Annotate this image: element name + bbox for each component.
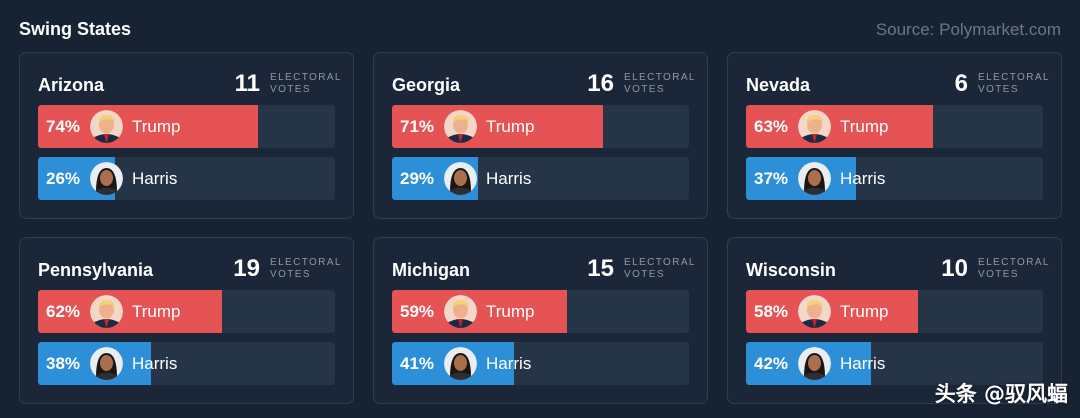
trump-percent: 58%	[754, 302, 789, 321]
swing-states-grid: Arizona 11 ELECTORAL VOTES 74% Trump 26% …	[19, 52, 1062, 404]
harris-avatar	[90, 162, 123, 195]
harris-avatar	[444, 162, 477, 195]
electoral-votes-label: ELECTORAL VOTES	[624, 72, 696, 95]
state-name: Nevada	[746, 75, 811, 95]
electoral-votes-count: 15	[587, 255, 614, 282]
state-name: Pennsylvania	[38, 260, 154, 280]
trump-odds-fill	[746, 290, 919, 333]
state-card-nevada[interactable]: Nevada 6 ELECTORAL VOTES 63% Trump 37% Ha…	[727, 52, 1062, 219]
harris-odds-bar[interactable]: 26% Harris	[38, 157, 335, 200]
trump-odds-bar[interactable]: 74% Trump	[38, 105, 335, 148]
electoral-votes-label: ELECTORAL VOTES	[624, 257, 696, 280]
trump-odds-fill	[38, 105, 258, 148]
harris-avatar	[798, 162, 831, 195]
state-name: Georgia	[392, 75, 461, 95]
trump-avatar	[444, 110, 477, 143]
harris-name: Harris	[486, 169, 532, 188]
trump-name: Trump	[486, 117, 535, 136]
electoral-votes-label: ELECTORAL VOTES	[270, 257, 342, 280]
trump-odds-fill	[392, 290, 568, 333]
trump-odds-bar[interactable]: 71% Trump	[392, 105, 689, 148]
state-card-arizona[interactable]: Arizona 11 ELECTORAL VOTES 74% Trump 26% …	[19, 52, 354, 219]
harris-name: Harris	[132, 354, 178, 373]
harris-avatar	[798, 347, 831, 380]
harris-name: Harris	[132, 169, 178, 188]
harris-odds-bar[interactable]: 42% Harris	[746, 342, 1043, 385]
electoral-votes-count: 6	[954, 70, 968, 97]
trump-odds-bar[interactable]: 59% Trump	[392, 290, 689, 333]
trump-odds-bar[interactable]: 58% Trump	[746, 290, 1043, 333]
page-title: Swing States	[19, 19, 132, 39]
harris-percent: 38%	[46, 354, 81, 373]
trump-percent: 62%	[46, 302, 81, 321]
electoral-votes-label: ELECTORAL VOTES	[978, 72, 1050, 95]
trump-odds-fill	[746, 105, 934, 148]
trump-avatar	[798, 295, 831, 328]
state-name: Wisconsin	[746, 260, 836, 280]
trump-odds-fill	[38, 290, 223, 333]
source-link[interactable]: Source: Polymarket.com	[875, 20, 1061, 39]
trump-percent: 63%	[754, 117, 789, 136]
harris-name: Harris	[486, 354, 532, 373]
harris-percent: 26%	[46, 169, 81, 188]
trump-name: Trump	[132, 302, 181, 321]
harris-odds-bar[interactable]: 38% Harris	[38, 342, 335, 385]
harris-percent: 41%	[400, 354, 435, 373]
trump-name: Trump	[840, 302, 889, 321]
trump-name: Trump	[486, 302, 535, 321]
state-name: Michigan	[392, 260, 471, 280]
electoral-votes-count: 10	[941, 255, 968, 282]
state-card-michigan[interactable]: Michigan 15 ELECTORAL VOTES 59% Trump 41%…	[373, 237, 708, 404]
harris-avatar	[444, 347, 477, 380]
trump-odds-bar[interactable]: 63% Trump	[746, 105, 1043, 148]
trump-odds-fill	[392, 105, 603, 148]
harris-avatar	[90, 347, 123, 380]
trump-name: Trump	[840, 117, 889, 136]
electoral-votes-count: 11	[234, 70, 260, 97]
state-card-georgia[interactable]: Georgia 16 ELECTORAL VOTES 71% Trump 29% …	[373, 52, 708, 219]
trump-odds-bar[interactable]: 62% Trump	[38, 290, 335, 333]
harris-odds-bar[interactable]: 29% Harris	[392, 157, 689, 200]
electoral-votes-label: ELECTORAL VOTES	[978, 257, 1050, 280]
trump-avatar	[90, 295, 123, 328]
harris-name: Harris	[840, 169, 886, 188]
electoral-votes-count: 19	[233, 255, 260, 282]
harris-odds-bar[interactable]: 41% Harris	[392, 342, 689, 385]
trump-avatar	[90, 110, 123, 143]
harris-percent: 42%	[754, 354, 789, 373]
harris-percent: 37%	[754, 169, 789, 188]
harris-odds-bar[interactable]: 37% Harris	[746, 157, 1043, 200]
trump-percent: 71%	[400, 117, 435, 136]
state-card-pennsylvania[interactable]: Pennsylvania 19 ELECTORAL VOTES 62% Trump…	[19, 237, 354, 404]
trump-avatar	[444, 295, 477, 328]
trump-percent: 74%	[46, 117, 81, 136]
state-name: Arizona	[38, 75, 105, 95]
electoral-votes-label: ELECTORAL VOTES	[270, 72, 342, 95]
electoral-votes-count: 16	[587, 70, 614, 97]
state-card-wisconsin[interactable]: Wisconsin 10 ELECTORAL VOTES 58% Trump 42…	[727, 237, 1062, 404]
harris-percent: 29%	[400, 169, 435, 188]
trump-name: Trump	[132, 117, 181, 136]
watermark: 头条 @驭风蝠	[934, 382, 1068, 406]
trump-percent: 59%	[400, 302, 435, 321]
harris-name: Harris	[840, 354, 886, 373]
trump-avatar	[798, 110, 831, 143]
